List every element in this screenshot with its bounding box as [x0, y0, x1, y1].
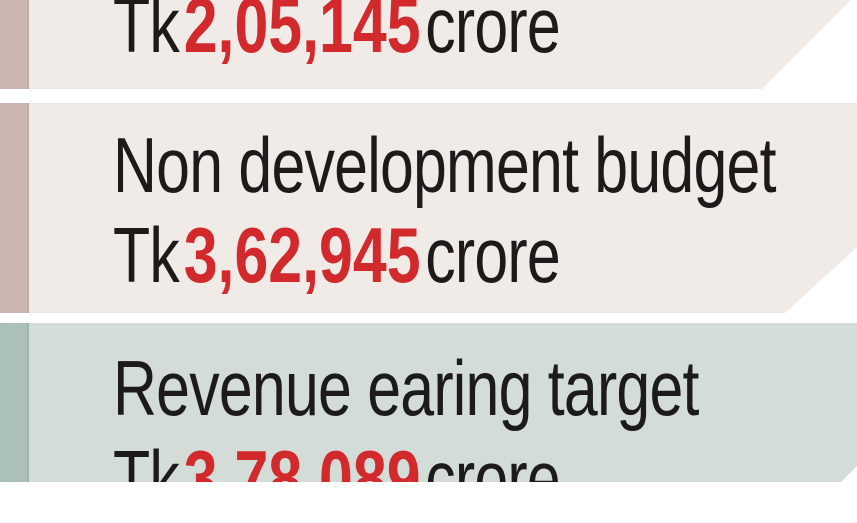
unit-label: crore [425, 0, 560, 69]
banner-row-3-revenue-earning-target: Revenue earing target Tk3,78,089crore [0, 323, 857, 482]
banner-row-2-non-development-budget: Non development budget Tk3,62,945crore [0, 103, 857, 313]
unit-label: crore [425, 211, 560, 299]
banner-text: Non development budget Tk3,62,945crore [113, 120, 776, 300]
budget-infographic-fragment: Tk2,05,145crore Non development budget T… [0, 0, 857, 482]
budget-value-line: Tk2,05,145crore [113, 0, 561, 70]
budget-label: Revenue earing target [113, 344, 699, 432]
amount-value: 3,62,945 [183, 211, 421, 299]
banner-text: Tk2,05,145crore [113, 0, 561, 70]
budget-label: Non development budget [113, 121, 776, 209]
currency-label: Tk [113, 0, 180, 69]
amount-value: 2,05,145 [183, 0, 421, 69]
currency-label: Tk [113, 211, 180, 299]
budget-value-line: Tk3,78,089crore [113, 433, 699, 522]
amount-value: 3,78,089 [183, 434, 421, 522]
accent-bar [0, 0, 29, 89]
accent-bar [0, 323, 29, 482]
banner-row-1: Tk2,05,145crore [0, 0, 851, 89]
accent-bar [0, 103, 29, 313]
currency-label: Tk [113, 434, 180, 522]
banner-text: Revenue earing target Tk3,78,089crore [113, 343, 699, 522]
budget-value-line: Tk3,62,945crore [113, 210, 776, 300]
unit-label: crore [425, 434, 560, 522]
